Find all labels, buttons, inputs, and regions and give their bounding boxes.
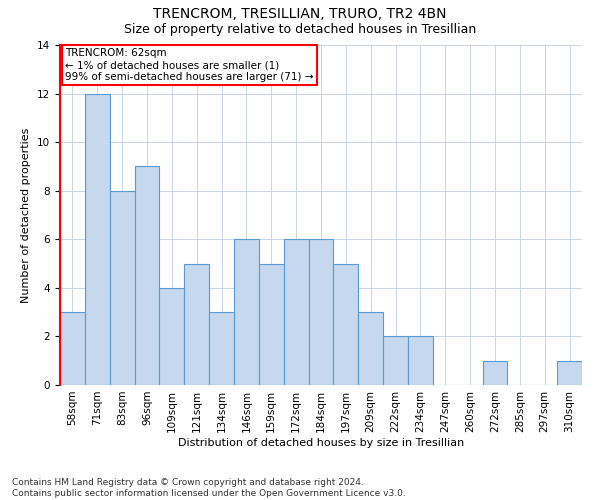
Y-axis label: Number of detached properties: Number of detached properties bbox=[22, 128, 31, 302]
Bar bbox=[284, 240, 308, 385]
Bar bbox=[482, 360, 508, 385]
Text: Contains HM Land Registry data © Crown copyright and database right 2024.
Contai: Contains HM Land Registry data © Crown c… bbox=[12, 478, 406, 498]
Text: TRENCROM, TRESILLIAN, TRURO, TR2 4BN: TRENCROM, TRESILLIAN, TRURO, TR2 4BN bbox=[153, 8, 447, 22]
Bar bbox=[383, 336, 408, 385]
Bar bbox=[160, 288, 184, 385]
Bar bbox=[184, 264, 209, 385]
Bar bbox=[85, 94, 110, 385]
Text: Size of property relative to detached houses in Tresillian: Size of property relative to detached ho… bbox=[124, 22, 476, 36]
Bar bbox=[259, 264, 284, 385]
Bar bbox=[209, 312, 234, 385]
Text: TRENCROM: 62sqm
← 1% of detached houses are smaller (1)
99% of semi-detached hou: TRENCROM: 62sqm ← 1% of detached houses … bbox=[65, 48, 314, 82]
Bar bbox=[60, 312, 85, 385]
Bar bbox=[134, 166, 160, 385]
Bar bbox=[110, 190, 134, 385]
Bar bbox=[358, 312, 383, 385]
Bar bbox=[557, 360, 582, 385]
Bar bbox=[408, 336, 433, 385]
Bar bbox=[308, 240, 334, 385]
Bar bbox=[334, 264, 358, 385]
Bar bbox=[234, 240, 259, 385]
X-axis label: Distribution of detached houses by size in Tresillian: Distribution of detached houses by size … bbox=[178, 438, 464, 448]
